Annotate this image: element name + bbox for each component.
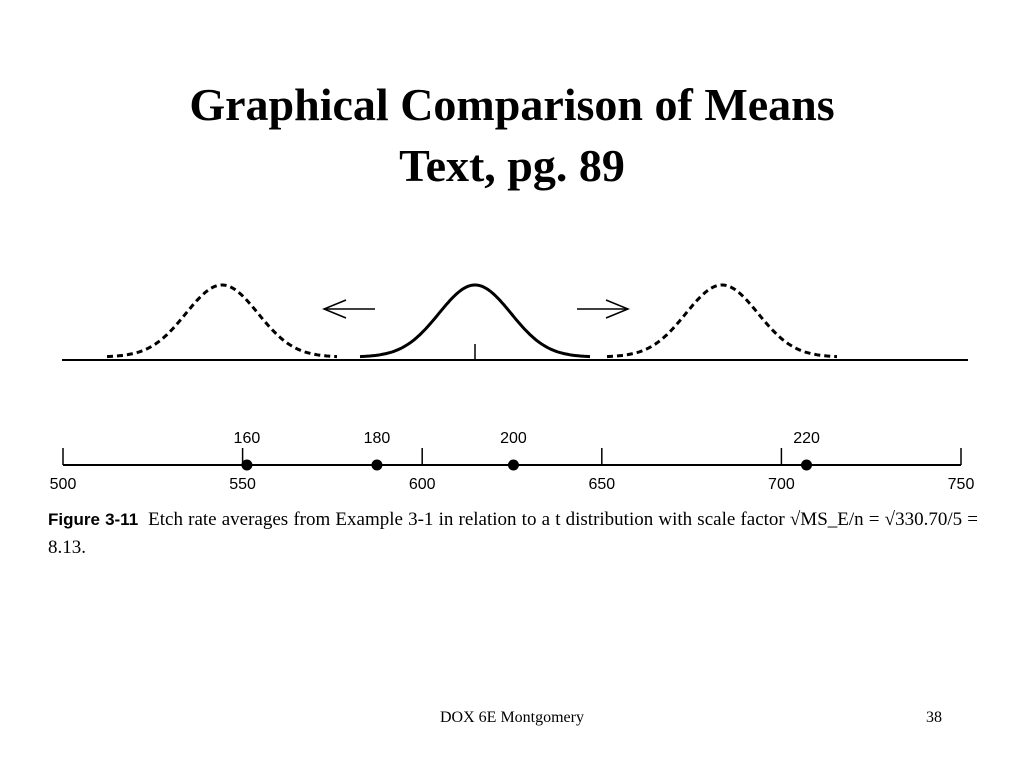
axis-tick-label: 550: [229, 476, 256, 493]
mean-point-label: 180: [364, 430, 391, 447]
slide-subtitle: Text, pg. 89: [399, 140, 625, 191]
number-line-ticks: 500 550 600 650 700 750: [50, 448, 975, 493]
mean-point-label: 220: [793, 430, 820, 447]
distribution-curves: [106, 283, 838, 359]
slide-title: Graphical Comparison of Means: [189, 79, 835, 130]
mean-point-label: 200: [500, 430, 527, 447]
dashed-distribution-curve: [106, 283, 338, 359]
reference-distribution-curve: [359, 283, 591, 359]
figure-caption-text: Etch rate averages from Example 3-1 in r…: [48, 509, 978, 558]
figure-caption: Figure 3-11 Etch rate averages from Examp…: [48, 506, 978, 562]
figure-label: Figure 3-11: [48, 510, 139, 529]
footer-source: DOX 6E Montgomery: [440, 709, 584, 726]
dashed-distribution-curve: [606, 283, 838, 359]
t-distribution-figure: 500 550 600 650 700 750 160 180 200 220: [50, 283, 975, 493]
axis-tick-label: 700: [768, 476, 795, 493]
mean-point: [241, 459, 253, 471]
axis-tick-label: 650: [588, 476, 615, 493]
page-number: 38: [926, 709, 942, 726]
mean-point-label: 160: [234, 430, 261, 447]
left-arrow-icon: [322, 299, 375, 319]
mean-point: [371, 459, 383, 471]
mean-point: [507, 459, 519, 471]
mean-point: [801, 459, 813, 471]
axis-tick-label: 600: [409, 476, 436, 493]
axis-tick-label: 750: [948, 476, 975, 493]
axis-tick-label: 500: [50, 476, 77, 493]
right-arrow-icon: [577, 299, 630, 319]
treatment-means: 160 180 200 220: [234, 430, 820, 471]
